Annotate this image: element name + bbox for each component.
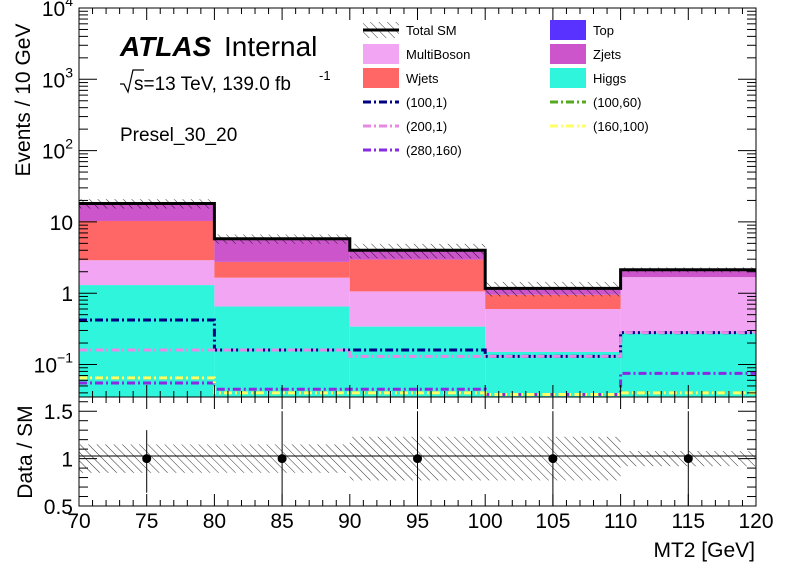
legend-label-higgs: Higgs: [593, 71, 627, 86]
y-tick-label: 103: [42, 64, 73, 92]
legend-label-160-100: (160,100): [593, 119, 649, 134]
bar-zjets-bin-1: [214, 239, 350, 262]
sqrts-label: s=13 TeV, 139.0 fb -1: [120, 68, 331, 95]
main-x-ticks: [78, 8, 757, 397]
x-tick-label: 70: [67, 510, 90, 533]
x-tick-label: 85: [270, 510, 293, 533]
bar-higgs-bin-1: [214, 306, 350, 397]
legend-label-200-1: (200,1): [406, 119, 447, 134]
ratio-y-axis: 0.5 1 1.5: [44, 401, 756, 519]
bar-zjets-bin-4: [620, 270, 756, 278]
legend-label-wjets: Wjets: [406, 71, 439, 86]
energy-lumi-text: s=13 TeV, 139.0 fb: [134, 74, 291, 95]
total-sm-layer: [79, 202, 756, 290]
y-tick-label: 10−1: [34, 349, 74, 377]
ratio-points-layer: [142, 411, 693, 506]
legend-label-100-1: (100,1): [406, 95, 447, 110]
x-tick-label: 75: [135, 510, 158, 533]
x-tick-label: 95: [406, 510, 429, 533]
atlas-label: ATLAS: [119, 31, 212, 62]
y-tick-label: 10: [50, 212, 73, 235]
x-tick-label: 80: [203, 510, 226, 533]
legend-swatch-zjets: [550, 44, 586, 64]
legend-swatch-higgs: [550, 68, 586, 88]
legend-label-total-sm: Total SM: [406, 23, 457, 38]
legend-label-100-60: (100,60): [593, 95, 641, 110]
x-axis: 70 75 80 85 90 95 100 105 110 115 120: [67, 397, 774, 533]
legend: Total SM MultiBoson Wjets (100,1) (200,1) (28…: [363, 20, 649, 158]
ratio-y-tick-label: 1.5: [44, 401, 73, 424]
ratio-point-1: [277, 454, 287, 464]
bar-multiboson-bin-4: [620, 277, 756, 333]
x-axis-label: MT2 [GeV]: [653, 539, 755, 562]
sqrt-icon: [120, 69, 144, 94]
y-tick-label: 102: [42, 136, 73, 164]
bar-higgs-bin-0: [79, 285, 215, 397]
x-tick-label: 115: [672, 510, 705, 533]
stack-layer: [79, 203, 756, 397]
ratio-y-tick-label: 0.5: [44, 496, 73, 519]
ratio-point-0: [142, 454, 152, 464]
x-tick-label: 120: [738, 510, 773, 533]
bar-multiboson-bin-2: [349, 291, 486, 327]
x-tick-label: 105: [535, 510, 570, 533]
bar-multiboson-bin-3: [485, 309, 621, 352]
y-tick-label: 104: [42, 0, 73, 21]
ratio-y-axis-label: Data / SM: [14, 405, 37, 498]
legend-label-280-160: (280,160): [406, 143, 462, 158]
legend-swatch-multiboson: [363, 44, 399, 64]
legend-label-multiboson: MultiBoson: [406, 47, 470, 62]
legend-swatch-top: [550, 20, 586, 40]
region-label: Presel_30_20: [120, 125, 237, 146]
x-tick-label: 110: [604, 510, 637, 533]
legend-label-top: Top: [593, 23, 614, 38]
legend-label-zjets: Zjets: [593, 47, 622, 62]
signal-line-200-1: [79, 331, 756, 358]
legend-swatch-wjets: [363, 68, 399, 88]
bar-wjets-bin-1: [214, 261, 350, 278]
x-tick-label: 90: [338, 510, 361, 533]
ratio-point-3: [548, 454, 558, 464]
bar-wjets-bin-0: [79, 220, 215, 261]
main-y-axis-label: Events / 10 GeV: [12, 24, 35, 177]
lumi-exponent: -1: [319, 68, 331, 83]
bar-multiboson-bin-1: [214, 277, 350, 307]
ratio-y-tick-label: 1: [61, 449, 73, 472]
bar-wjets-bin-3: [485, 294, 621, 310]
ratio-point-4: [683, 454, 693, 464]
bar-wjets-bin-2: [349, 259, 486, 292]
bar-multiboson-bin-0: [79, 260, 215, 286]
internal-label: Internal: [224, 31, 317, 62]
x-tick-label: 100: [468, 510, 503, 533]
total-sm-line: [79, 202, 756, 290]
ratio-point-2: [413, 454, 422, 464]
y-tick-label: 1: [61, 283, 73, 306]
